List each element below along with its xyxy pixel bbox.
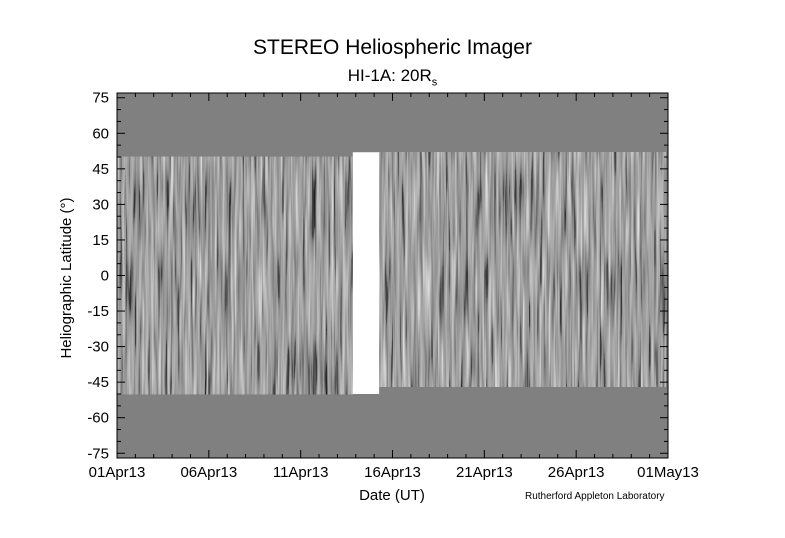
data-segment-texture xyxy=(117,156,353,395)
subtitle-main: HI-1A: 20R xyxy=(347,66,432,85)
y-tick-label: 30 xyxy=(92,196,109,213)
y-axis-label: Heliographic Latitude (°) xyxy=(58,197,75,358)
chart-title: STEREO Heliospheric Imager xyxy=(253,36,532,59)
axes: 01Apr13 06Apr13 11Apr13 16Apr13 21Apr13 26Apr… xyxy=(87,90,699,481)
y-tick-label: 45 xyxy=(92,161,109,178)
credit-label: Rutherford Appleton Laboratory xyxy=(525,491,665,502)
y-tick-label: 0 xyxy=(101,268,109,285)
y-tick-label: 75 xyxy=(92,90,109,107)
y-tick-label: -75 xyxy=(87,445,109,462)
x-axis-label: Date (UT) xyxy=(359,487,425,504)
plot-area xyxy=(117,93,668,458)
y-tick-label: 60 xyxy=(92,125,109,142)
y-tick-label: 15 xyxy=(92,232,109,249)
x-tick-label: 26Apr13 xyxy=(548,464,605,481)
y-tick-label: -30 xyxy=(87,339,109,356)
x-tick-label: 11Apr13 xyxy=(273,464,329,481)
y-tick-label: -45 xyxy=(87,374,109,391)
y-tick-label: -60 xyxy=(87,410,109,427)
data-segment-texture xyxy=(379,152,666,387)
x-tick-label: 01May13 xyxy=(637,464,699,481)
x-tick-label: 06Apr13 xyxy=(180,464,237,481)
x-tick-label: 16Apr13 xyxy=(364,464,421,481)
data-gap xyxy=(352,152,380,395)
chart-subtitle: HI-1A: 20Rs xyxy=(0,66,785,88)
y-tick-label: -15 xyxy=(87,303,109,320)
x-tick-label: 01Apr13 xyxy=(89,464,146,481)
subtitle-subscript: s xyxy=(431,76,438,89)
x-tick-label: 21Apr13 xyxy=(456,464,513,481)
